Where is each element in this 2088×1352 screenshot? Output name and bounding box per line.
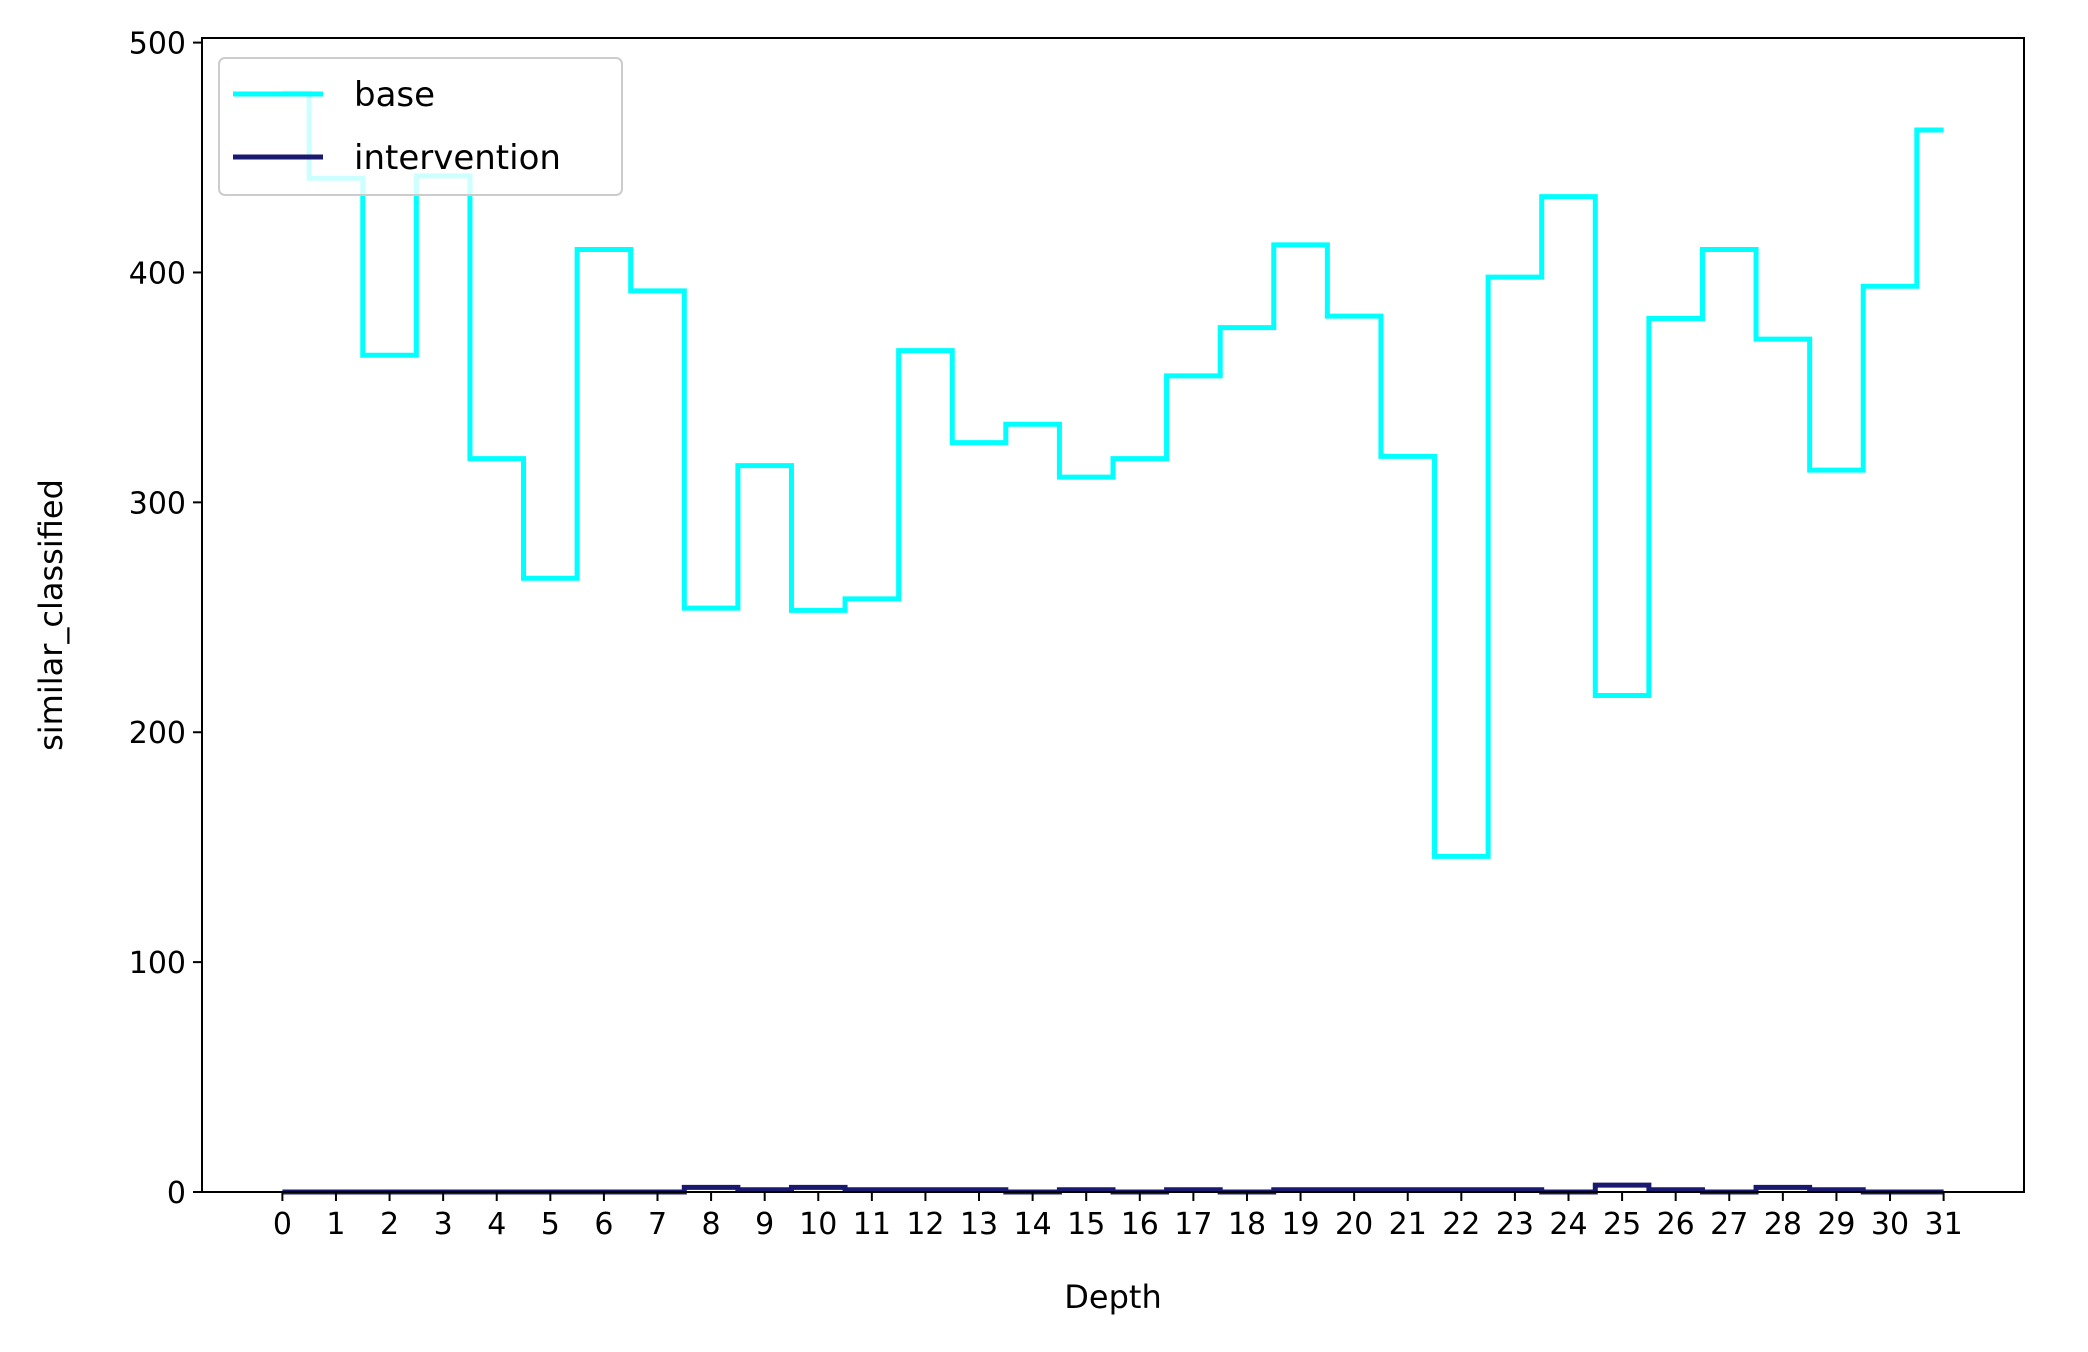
x-tick-label: 22	[1442, 1207, 1480, 1242]
legend-label-base: base	[354, 75, 435, 115]
x-tick-label: 11	[853, 1207, 891, 1242]
x-tick-label: 25	[1603, 1207, 1641, 1242]
x-tick-label: 16	[1121, 1207, 1159, 1242]
legend-label-intervention: intervention	[354, 138, 561, 178]
x-tick-label: 8	[702, 1207, 721, 1242]
x-tick-label: 7	[648, 1207, 667, 1242]
x-tick-label: 23	[1496, 1207, 1534, 1242]
x-tick-label: 0	[273, 1207, 292, 1242]
x-tick-label: 28	[1764, 1207, 1802, 1242]
x-tick-label: 18	[1228, 1207, 1266, 1242]
x-tick-label: 14	[1014, 1207, 1052, 1242]
x-tick-label: 12	[906, 1207, 944, 1242]
x-tick-label: 2	[380, 1207, 399, 1242]
y-tick-label: 0	[167, 1176, 186, 1211]
y-axis-label: similar_classified	[32, 479, 70, 751]
y-tick-label: 100	[129, 946, 186, 981]
x-tick-label: 30	[1871, 1207, 1909, 1242]
x-tick-label: 27	[1710, 1207, 1748, 1242]
x-tick-label: 15	[1067, 1207, 1105, 1242]
y-tick-label: 300	[129, 486, 186, 521]
x-tick-label: 26	[1657, 1207, 1695, 1242]
x-tick-label: 6	[594, 1207, 613, 1242]
x-tick-label: 3	[434, 1207, 453, 1242]
x-tick-label: 21	[1389, 1207, 1427, 1242]
x-tick-label: 17	[1174, 1207, 1212, 1242]
legend: base intervention	[218, 57, 623, 196]
plot-frame	[201, 37, 2025, 1193]
x-tick-label: 5	[541, 1207, 560, 1242]
x-tick-label: 19	[1281, 1207, 1319, 1242]
series-line-base	[282, 90, 1944, 859]
y-tick-label: 500	[129, 27, 186, 62]
x-tick-label: 4	[487, 1207, 506, 1242]
axes-layer: 0 1 2 3 4 5 6 7 8 9 10 11 12 13 14 15 16 17 18 19 20 21 22 23 24…	[129, 27, 2025, 1242]
x-tick-label: 31	[1925, 1207, 1963, 1242]
x-axis-label: Depth	[1064, 1278, 1161, 1316]
x-tick-label: 20	[1335, 1207, 1373, 1242]
x-tick-label: 10	[799, 1207, 837, 1242]
x-tick-label: 1	[326, 1207, 345, 1242]
x-tick-label: 29	[1817, 1207, 1855, 1242]
y-tick-label: 400	[129, 256, 186, 291]
x-tick-label: 13	[960, 1207, 998, 1242]
y-tick-label: 200	[129, 716, 186, 751]
x-tick-label: 9	[755, 1207, 774, 1242]
x-tick-label: 24	[1549, 1207, 1587, 1242]
